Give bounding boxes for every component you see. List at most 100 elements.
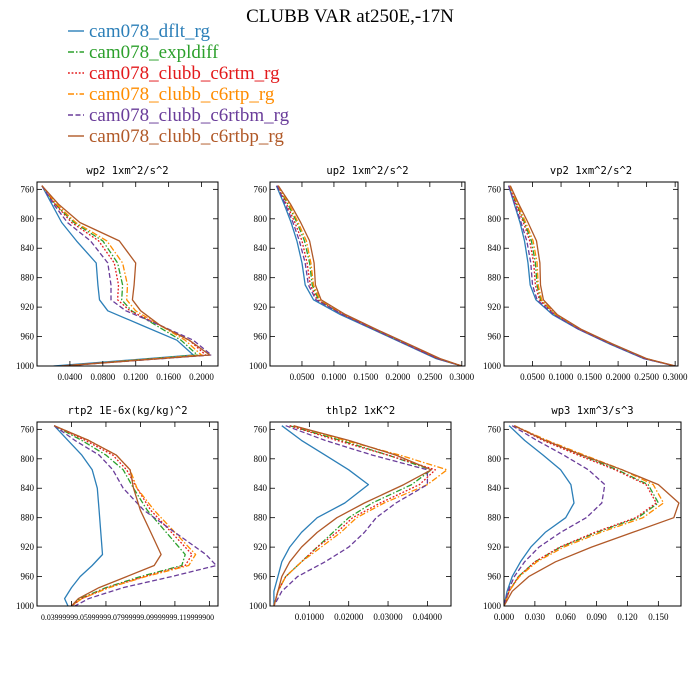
x-tick-label: 0.090: [586, 612, 607, 622]
y-tick-label: 760: [21, 424, 35, 434]
series-line-5: [53, 425, 217, 606]
y-tick-label: 1000: [483, 361, 502, 371]
plot-frame: [503, 181, 679, 367]
y-tick-label: 880: [254, 273, 268, 283]
x-tick-label: 0.01000: [295, 612, 325, 622]
series-line-1: [275, 185, 462, 366]
y-tick-label: 920: [254, 302, 268, 312]
legend-label: cam078_expldiff: [89, 42, 219, 63]
series-line-5: [276, 185, 462, 366]
x-tick-label: 0.1200: [123, 372, 148, 382]
y-tick-label: 920: [21, 302, 35, 312]
panel-title: wp3 1xm^3/s^3: [551, 405, 633, 417]
series-line-6: [41, 185, 211, 366]
panel-6: wp3 1xm^3/s^3 760 800 840 880 920 960 10000.000…: [483, 405, 682, 622]
legend-label: cam078_clubb_c6rtbm_rg: [89, 105, 290, 126]
y-tick-label: 840: [488, 243, 502, 253]
x-tick-label: 0.1000: [549, 372, 574, 382]
series-line-2: [273, 425, 432, 606]
x-tick-label: 0.1000: [322, 372, 347, 382]
legend-item: cam078_expldiff: [68, 42, 219, 63]
y-tick-label: 880: [254, 513, 268, 523]
plot-frame: [269, 421, 452, 607]
series-line-2: [53, 425, 186, 606]
series-line-6: [509, 185, 676, 366]
y-tick-label: 960: [488, 572, 502, 582]
y-tick-label: 880: [21, 273, 35, 283]
series-line-4: [53, 425, 197, 606]
x-tick-label: 0.000: [494, 612, 515, 622]
series-line-1: [273, 425, 370, 606]
series-line-5: [41, 185, 213, 366]
x-tick-label: 0.02000: [334, 612, 364, 622]
legend-item: cam078_clubb_c6rtm_rg: [68, 63, 280, 84]
y-tick-label: 760: [254, 184, 268, 194]
y-tick-label: 960: [254, 332, 268, 342]
panel-3: vp2 1xm^2/s^2 760 800 840 880 920 960 1000 0.050…: [483, 165, 688, 382]
x-tick-label: 0.030: [525, 612, 546, 622]
x-tick-label: 0.0500: [520, 372, 545, 382]
series-line-6: [53, 425, 162, 606]
y-tick-label: 920: [254, 542, 268, 552]
y-tick-label: 960: [488, 332, 502, 342]
x-tick-label: 0.150: [648, 612, 669, 622]
y-tick-label: 960: [254, 572, 268, 582]
x-tick-label: 0.2500: [417, 372, 442, 382]
panel-title: up2 1xm^2/s^2: [326, 165, 408, 177]
series-line-4: [504, 425, 665, 606]
y-tick-label: 920: [21, 542, 35, 552]
y-tick-label: 760: [21, 184, 35, 194]
y-tick-label: 800: [21, 454, 35, 464]
x-tick-label: 0.2000: [606, 372, 631, 382]
x-tick-label: 0.060: [556, 612, 577, 622]
x-tick-label: 0.2000: [189, 372, 214, 382]
y-tick-label: 800: [488, 454, 502, 464]
y-tick-label: 800: [254, 454, 268, 464]
y-tick-label: 1000: [249, 361, 268, 371]
x-tick-labels: 0.03999999.05999999.07999999.09999999.11…: [41, 613, 214, 622]
legend-label: cam078_clubb_c6rtp_rg: [89, 84, 275, 105]
plot-frame: [503, 421, 682, 607]
panel-title: wp2 1xm^2/s^2: [86, 165, 168, 177]
x-tick-label: 0.04000: [413, 612, 443, 622]
series-line-4: [277, 185, 463, 366]
y-tick-label: 800: [488, 214, 502, 224]
series-line-1: [507, 185, 676, 366]
series-line-3: [276, 185, 462, 366]
plot-frame: [36, 181, 219, 367]
panel-5: thlp2 1xK^2 760 800 840 880 920 960 1000 0.01000…: [249, 405, 452, 622]
x-tick-label: 0.0400: [58, 372, 83, 382]
y-tick-label: 1000: [16, 361, 35, 371]
legend-label: cam078_dflt_rg: [89, 21, 211, 42]
x-tick-label: 0.03000: [373, 612, 403, 622]
series-line-6: [504, 425, 680, 606]
x-tick-label: 0.3000: [449, 372, 474, 382]
panels: wp2 1xm^2/s^2 760 800 840 880 920 960 1000 0.040…: [16, 165, 688, 622]
series-line-2: [277, 185, 462, 366]
series-line-2: [504, 425, 660, 606]
series-line-4: [41, 185, 203, 366]
x-tick-label: 0.2500: [634, 372, 659, 382]
series-line-6: [273, 425, 432, 606]
figure-title: CLUBB VAR at250E,-17N: [246, 6, 454, 27]
y-tick-label: 760: [254, 424, 268, 434]
series-line-1: [504, 425, 575, 606]
y-tick-label: 1000: [483, 601, 502, 611]
x-tick-label: 0.0800: [90, 372, 115, 382]
panel-2: up2 1xm^2/s^2 760 800 840 880 920 960 1000 0.050…: [249, 165, 475, 382]
legend: cam078_dflt_rgcam078_expldiffcam078_club…: [68, 21, 290, 147]
panel-1: wp2 1xm^2/s^2 760 800 840 880 920 960 1000 0.040…: [16, 165, 219, 382]
x-tick-label: 0.0500: [290, 372, 315, 382]
panel-title: rtp2 1E-6x(kg/kg)^2: [67, 405, 187, 417]
x-tick-label: 0.1500: [354, 372, 379, 382]
series-line-5: [273, 425, 429, 606]
y-tick-label: 800: [21, 214, 35, 224]
y-tick-label: 840: [21, 483, 35, 493]
panel-4: rtp2 1E-6x(kg/kg)^2 760 800 840 880 920 960 100…: [16, 405, 219, 622]
legend-label: cam078_clubb_c6rtbp_rg: [89, 126, 284, 147]
x-tick-label: 0.3000: [663, 372, 688, 382]
legend-label: cam078_clubb_c6rtm_rg: [89, 63, 280, 84]
y-tick-label: 880: [488, 513, 502, 523]
x-tick-label: 0.2000: [385, 372, 410, 382]
